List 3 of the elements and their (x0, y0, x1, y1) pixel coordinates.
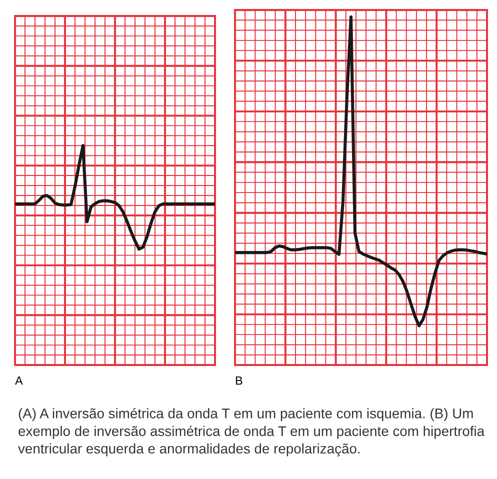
text: (A) A inversão simétrica da onda T em um paciente com isquemia. (B) Um exemplo de inversão assimétrica de onda T em um paciente com hipertrofia ventricular esquerda e anormalidades de repolarização. (18, 408, 485, 456)
text: A (15, 376, 23, 385)
text: B (236, 376, 242, 385)
